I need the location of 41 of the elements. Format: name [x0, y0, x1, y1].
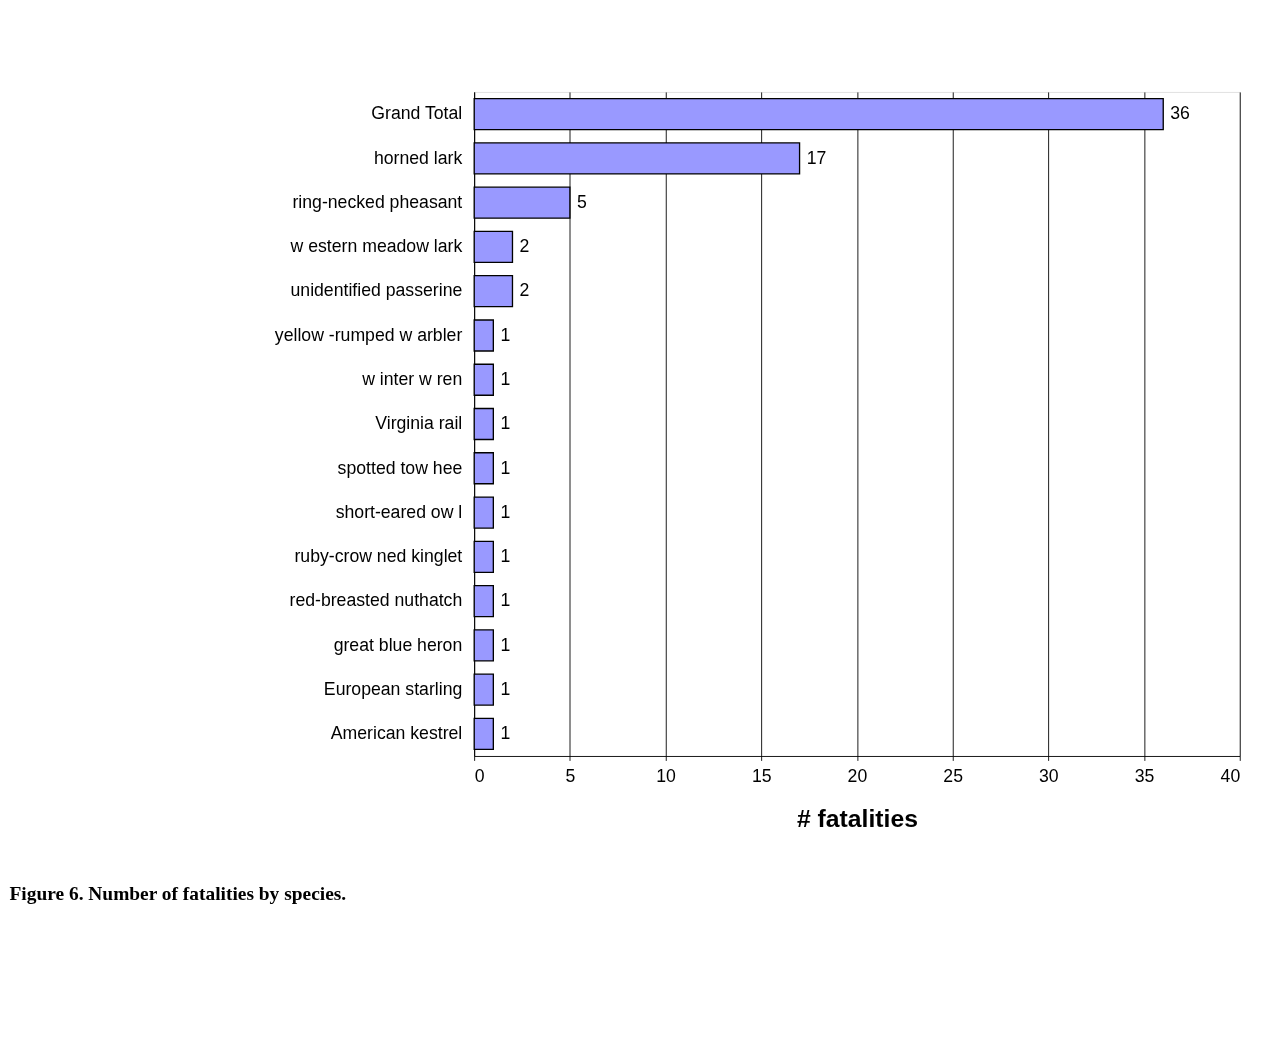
y-tick-label: horned lark: [373, 147, 463, 168]
data-label: 2: [519, 280, 530, 301]
data-label: 17: [806, 147, 827, 168]
data-label: 1: [500, 590, 511, 611]
x-tick-label: 0: [474, 766, 485, 787]
x-tick-label: 15: [751, 766, 772, 787]
data-label: 5: [576, 191, 587, 212]
x-axis-title: # fatalities: [796, 805, 918, 833]
y-tick-label: yellow -rumped w arbler: [274, 324, 463, 345]
data-label: 36: [1170, 103, 1191, 124]
x-tick-label: 20: [847, 766, 868, 787]
y-tick-label: ring-necked pheasant: [292, 191, 463, 212]
y-tick-label: w inter w ren: [361, 369, 463, 390]
data-label: 1: [500, 678, 511, 699]
y-tick-label: unidentified passerine: [290, 280, 463, 301]
y-tick-label: w estern meadow lark: [289, 236, 463, 257]
y-tick-label: red-breasted nuthatch: [289, 590, 463, 611]
x-tick-label: 10: [656, 766, 677, 787]
caption: Figure 6. Number of fatalities by species.: [9, 882, 347, 904]
data-label: 1: [500, 501, 511, 522]
x-tick-label: 35: [1134, 766, 1155, 787]
data-label: 2: [519, 236, 530, 257]
y-tick-label: short-eared ow l: [335, 501, 463, 522]
data-label: 1: [500, 369, 511, 390]
data-label: 1: [500, 546, 511, 567]
y-tick-label: spotted tow hee: [337, 457, 463, 478]
x-tick-label: 30: [1039, 766, 1059, 787]
data-label: 1: [500, 413, 511, 434]
x-tick-label: 40: [1220, 766, 1241, 787]
y-tick-label: Grand Total: [371, 103, 463, 124]
y-tick-label: Virginia rail: [375, 413, 463, 434]
data-label: 1: [500, 457, 511, 478]
data-label: 1: [500, 723, 511, 744]
y-tick-label: great blue heron: [333, 634, 463, 655]
x-tick-label: 25: [943, 766, 964, 787]
data-label: 1: [500, 634, 511, 655]
y-tick-label: European starling: [323, 678, 463, 699]
y-tick-label: ruby-crow ned kinglet: [294, 546, 463, 567]
x-tick-label: 5: [565, 766, 576, 787]
y-tick-label: American kestrel: [330, 723, 463, 744]
data-label: 1: [500, 324, 511, 345]
